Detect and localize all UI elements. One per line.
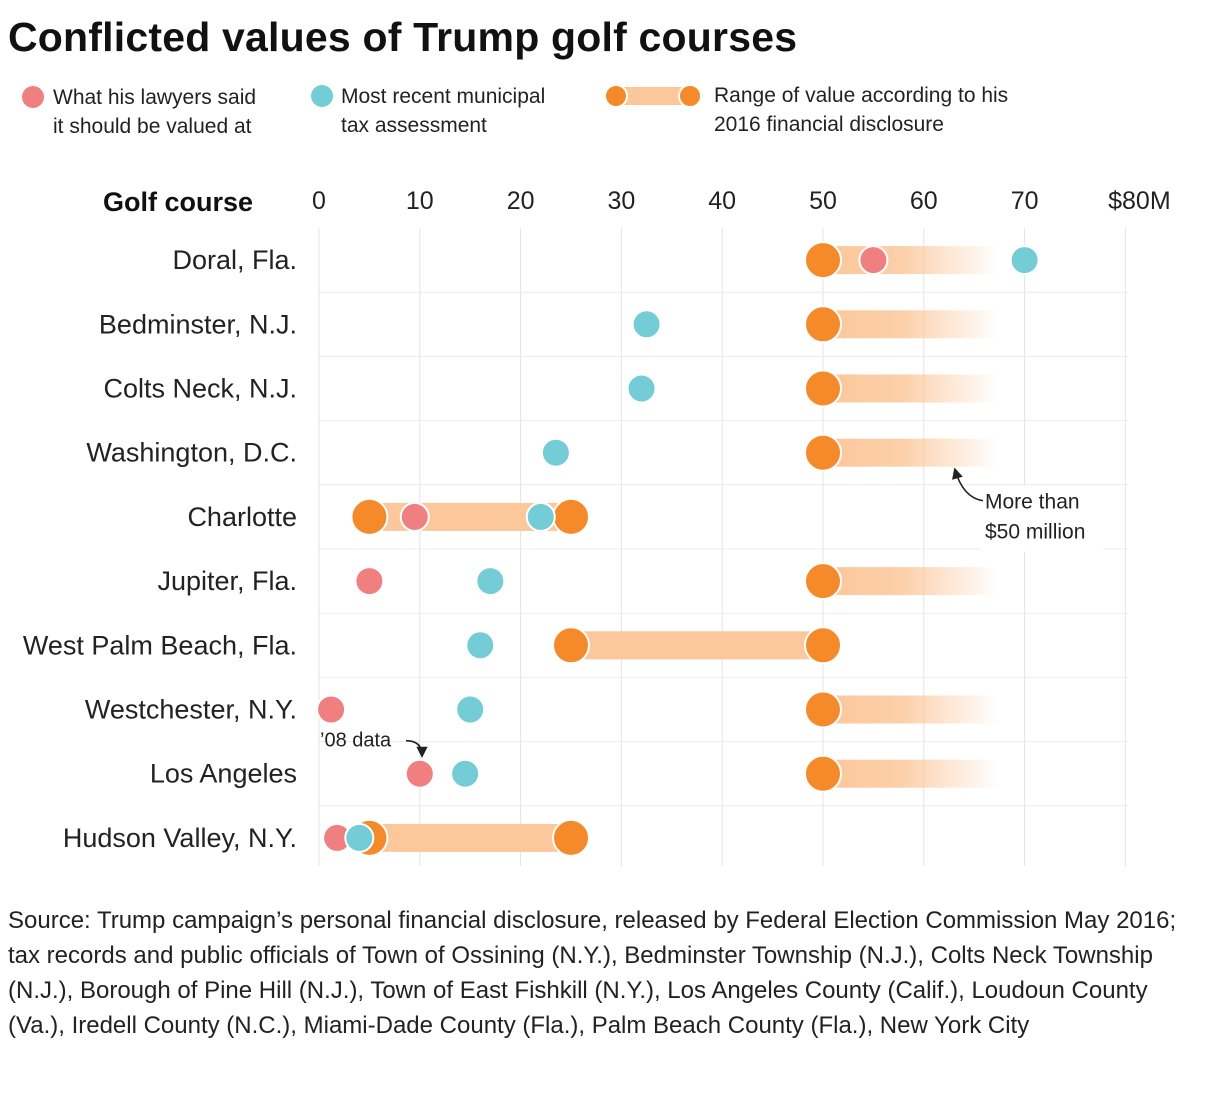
annotation-arrow: [952, 467, 984, 502]
chart: 0 10 20 30 40 50 60 70 $80M Golf course Doral, Fla…: [23, 187, 1171, 866]
row-7: [316, 690, 998, 729]
category-label: Charlotte: [187, 502, 297, 532]
range-start-dot: [804, 305, 842, 344]
row-9: [322, 818, 590, 857]
legend-municipal-dot: [311, 85, 333, 107]
municipal-assessment-dot: [525, 501, 556, 532]
municipal-assessment-dot: [450, 758, 481, 789]
row-2: [626, 369, 998, 408]
range-start-dot: [350, 497, 389, 536]
lawyers-value-dot: [399, 501, 430, 532]
lawyers-value-dot: [316, 694, 347, 725]
category-label: Washington, D.C.: [86, 438, 297, 468]
row-8: [404, 754, 998, 793]
range-end-dot: [804, 626, 842, 665]
category-label: Colts Neck, N.J.: [103, 374, 297, 404]
range-start-dot: [804, 241, 842, 280]
annotation-08-arrow: [405, 739, 428, 758]
category-label: West Palm Beach, Fla.: [23, 630, 297, 660]
lawyers-value-dot: [404, 758, 435, 789]
legend-range-start-dot: [604, 84, 628, 108]
range-start-dot: [804, 690, 842, 729]
municipal-assessment-dot: [1009, 245, 1040, 276]
category-label: Jupiter, Fla.: [157, 566, 297, 596]
range-start-dot: [804, 562, 842, 601]
legend-lawyers-label: What his lawyers said it should be value…: [53, 83, 256, 141]
x-tick-label: 70: [1011, 187, 1039, 215]
row-1: [631, 305, 998, 344]
range-bar: [571, 631, 823, 660]
annotation-more-than-line2: $50 million: [985, 521, 1085, 544]
range-end-dot: [552, 497, 590, 536]
range-bar-open: [823, 759, 998, 788]
row-3: [540, 433, 998, 472]
row-5: [354, 562, 998, 601]
legend-disclosure-label: Range of value according to his 2016 fin…: [714, 81, 1008, 139]
range-bar: [369, 823, 571, 852]
y-axis-title: Golf course: [103, 187, 253, 217]
municipal-assessment-dot: [344, 822, 375, 853]
range-start-dot: [804, 433, 842, 472]
municipal-assessment-dot: [631, 309, 662, 340]
category-label: Los Angeles: [150, 759, 297, 789]
legend-lawyers-dot: [22, 86, 44, 108]
category-label: Hudson Valley, N.Y.: [63, 823, 297, 853]
annotation-bg: [981, 485, 1103, 552]
lawyers-value-dot: [858, 245, 889, 276]
range-start-dot: [552, 626, 590, 665]
legend-municipal-line2: tax assessment: [341, 114, 487, 137]
legend-lawyers-line2: it should be valued at: [53, 115, 252, 138]
category-label: Bedminster, N.J.: [99, 309, 297, 339]
chart-title: Conflicted values of Trump golf courses: [8, 14, 798, 60]
legend-municipal-line1: Most recent municipal: [341, 85, 546, 108]
x-tick-label: 10: [406, 187, 434, 215]
legend-disclosure-line2: 2016 financial disclosure: [714, 113, 944, 136]
legend-range-end-dot: [678, 84, 702, 108]
municipal-assessment-dot: [475, 566, 506, 597]
legend-disclosure-line1: Range of value according to his: [714, 84, 1009, 107]
category-label: Westchester, N.Y.: [85, 695, 297, 725]
range-start-dot: [804, 369, 842, 408]
row-0: [804, 241, 1040, 280]
legend-lawyers-line1: What his lawyers said: [53, 86, 257, 109]
x-tick-label: 0: [312, 187, 326, 215]
municipal-assessment-dot: [626, 373, 657, 404]
municipal-assessment-dot: [455, 694, 486, 725]
legend-disclosure-range: [604, 84, 702, 108]
municipal-assessment-dot: [540, 437, 571, 468]
range-bar-open: [823, 438, 998, 467]
x-tick-label: 40: [708, 187, 736, 215]
x-tick-label: 20: [507, 187, 535, 215]
x-tick-label: $80M: [1108, 187, 1171, 215]
row-6: [465, 626, 842, 665]
range-bar-open: [823, 567, 998, 596]
range-start-dot: [804, 754, 842, 793]
x-tick-label: 60: [910, 187, 938, 215]
range-bar-open: [823, 695, 998, 724]
x-tick-label: 30: [607, 187, 635, 215]
range-bar-open: [823, 374, 998, 403]
lawyers-value-dot: [354, 566, 385, 597]
category-label: Doral, Fla.: [172, 245, 297, 275]
row-4: [350, 497, 590, 536]
municipal-assessment-dot: [465, 630, 496, 661]
x-tick-label: 50: [809, 187, 837, 215]
range-bar-open: [823, 310, 998, 339]
range-end-dot: [552, 818, 590, 857]
source-note: Source: Trump campaign’s personal financ…: [8, 907, 1177, 1039]
legend-municipal-label: Most recent municipal tax assessment: [341, 82, 545, 140]
range-bar-open: [823, 246, 998, 275]
annotation-more-than-line1: More than: [985, 491, 1080, 514]
legend-range-bar: [615, 87, 691, 105]
annotation-08-data: ’08 data: [320, 730, 392, 752]
